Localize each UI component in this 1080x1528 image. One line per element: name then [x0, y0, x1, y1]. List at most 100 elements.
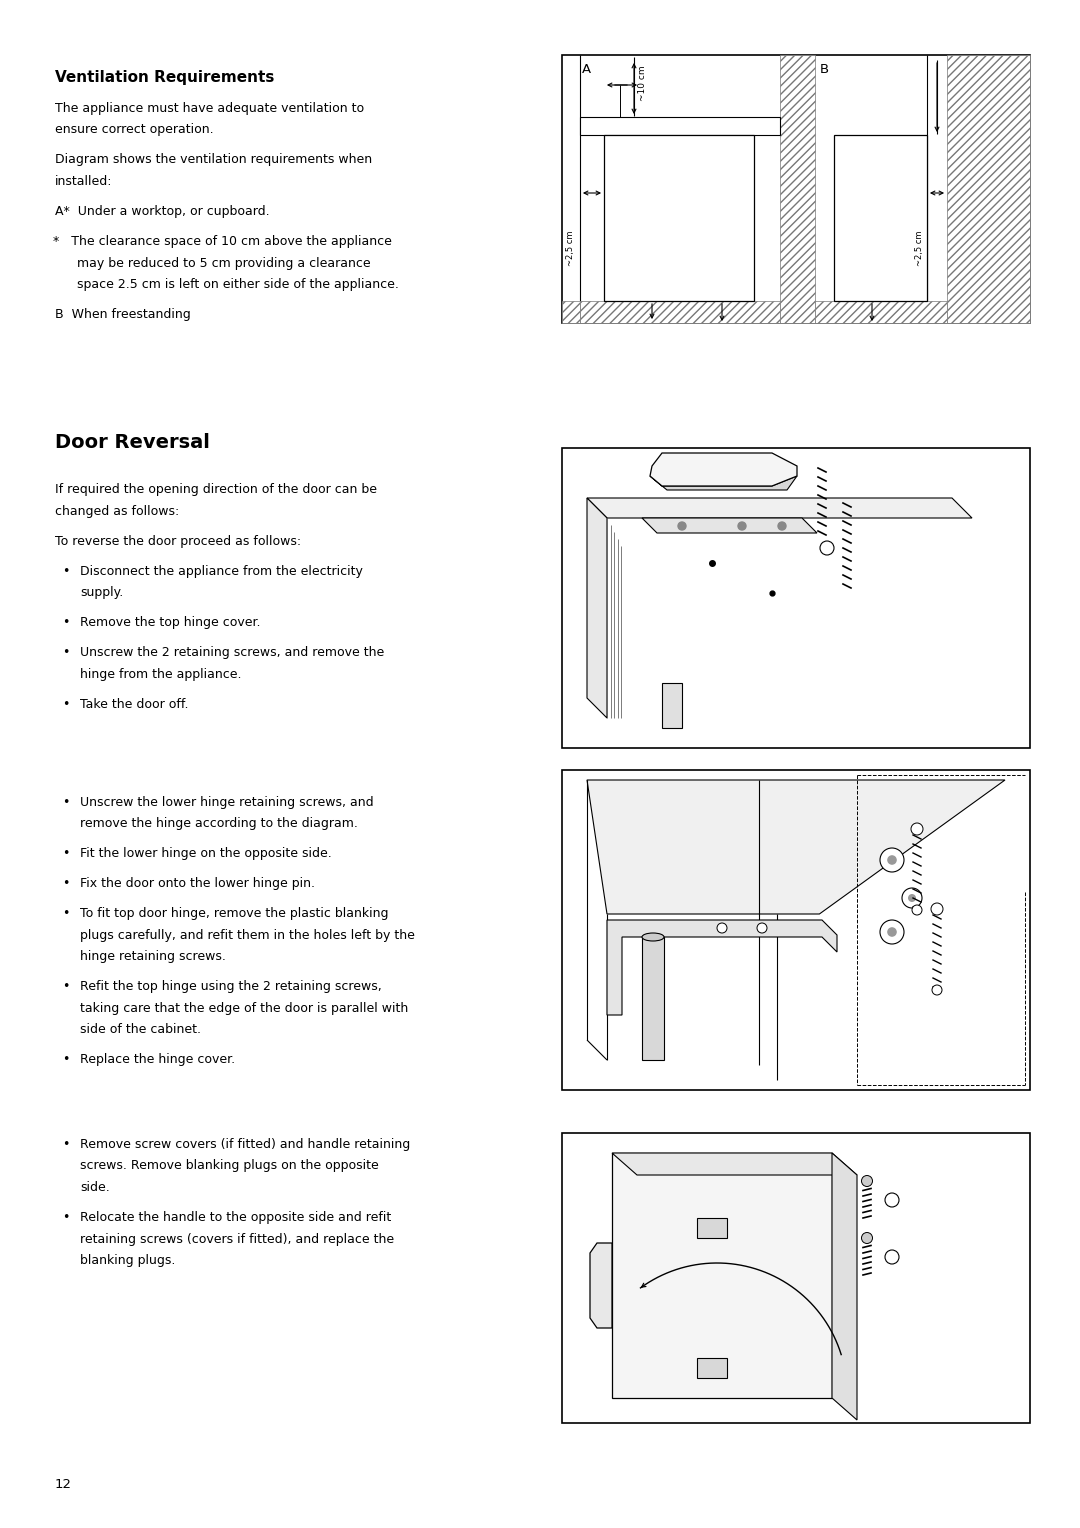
Text: may be reduced to 5 cm providing a clearance: may be reduced to 5 cm providing a clear…	[77, 257, 370, 269]
Text: changed as follows:: changed as follows:	[55, 504, 179, 518]
Bar	[947, 55, 1030, 322]
Polygon shape	[650, 477, 797, 490]
Circle shape	[908, 894, 916, 902]
Circle shape	[880, 848, 904, 872]
Polygon shape	[590, 1242, 612, 1328]
Text: space 2.5 cm is left on either side of the appliance.: space 2.5 cm is left on either side of t…	[77, 278, 399, 290]
Text: Ventilation Requirements: Ventilation Requirements	[55, 70, 274, 86]
Bar	[612, 1154, 832, 1398]
Text: Unscrew the 2 retaining screws, and remove the: Unscrew the 2 retaining screws, and remo…	[80, 646, 384, 659]
Bar	[662, 683, 681, 727]
Bar	[562, 301, 580, 322]
Text: To fit top door hinge, remove the plastic blanking: To fit top door hinge, remove the plasti…	[80, 908, 389, 920]
Text: •: •	[62, 981, 69, 993]
Text: Replace the hinge cover.: Replace the hinge cover.	[80, 1053, 235, 1067]
Circle shape	[912, 824, 923, 834]
Bar	[562, 1132, 1030, 1423]
Text: Door Reversal: Door Reversal	[55, 432, 210, 452]
Text: 12: 12	[55, 1478, 72, 1491]
Text: retaining screws (covers if fitted), and replace the: retaining screws (covers if fitted), and…	[80, 1233, 394, 1245]
Text: Fit the lower hinge on the opposite side.: Fit the lower hinge on the opposite side…	[80, 848, 332, 860]
Text: Fix the door onto the lower hinge pin.: Fix the door onto the lower hinge pin.	[80, 877, 315, 891]
Text: Remove screw covers (if fitted) and handle retaining: Remove screw covers (if fitted) and hand…	[80, 1138, 410, 1151]
Polygon shape	[607, 920, 837, 1015]
Polygon shape	[642, 518, 816, 533]
Circle shape	[738, 523, 746, 530]
Polygon shape	[588, 498, 607, 718]
Text: Take the door off.: Take the door off.	[80, 697, 189, 711]
Circle shape	[885, 1250, 899, 1264]
Text: •: •	[62, 796, 69, 808]
Circle shape	[862, 1175, 873, 1187]
Polygon shape	[832, 1154, 858, 1420]
Text: •: •	[62, 848, 69, 860]
Text: •: •	[62, 1212, 69, 1224]
Text: If required the opening direction of the door can be: If required the opening direction of the…	[55, 483, 377, 497]
Text: plugs carefully, and refit them in the holes left by the: plugs carefully, and refit them in the h…	[80, 929, 415, 941]
Text: •: •	[62, 1138, 69, 1151]
Text: Disconnect the appliance from the electricity: Disconnect the appliance from the electr…	[80, 564, 363, 578]
Text: •: •	[62, 564, 69, 578]
Circle shape	[778, 523, 786, 530]
Text: To reverse the door proceed as follows:: To reverse the door proceed as follows:	[55, 535, 301, 547]
Text: hinge retaining screws.: hinge retaining screws.	[80, 950, 226, 964]
Circle shape	[932, 986, 942, 995]
Text: Unscrew the lower hinge retaining screws, and: Unscrew the lower hinge retaining screws…	[80, 796, 374, 808]
Text: Relocate the handle to the opposite side and refit: Relocate the handle to the opposite side…	[80, 1212, 391, 1224]
Text: supply.: supply.	[80, 587, 123, 599]
Polygon shape	[697, 1218, 727, 1238]
Text: installed:: installed:	[55, 176, 112, 188]
Circle shape	[885, 1193, 899, 1207]
Text: •: •	[62, 616, 69, 630]
Text: side of the cabinet.: side of the cabinet.	[80, 1024, 201, 1036]
Text: •: •	[62, 877, 69, 891]
Bar	[562, 448, 1030, 749]
Text: hinge from the appliance.: hinge from the appliance.	[80, 668, 242, 680]
Text: ~10 cm: ~10 cm	[638, 66, 647, 101]
Text: *   The clearance space of 10 cm above the appliance: * The clearance space of 10 cm above the…	[53, 235, 392, 248]
Text: •: •	[62, 697, 69, 711]
Circle shape	[717, 923, 727, 934]
Text: ~2,5 cm: ~2,5 cm	[916, 231, 924, 266]
Polygon shape	[588, 779, 1005, 914]
Circle shape	[887, 927, 896, 937]
Circle shape	[820, 541, 834, 555]
Text: Remove the top hinge cover.: Remove the top hinge cover.	[80, 616, 260, 630]
Polygon shape	[612, 1154, 858, 1175]
Circle shape	[880, 920, 904, 944]
Bar	[580, 301, 780, 322]
Text: blanking plugs.: blanking plugs.	[80, 1254, 175, 1267]
Bar	[604, 134, 754, 301]
Bar	[642, 937, 664, 1060]
Bar	[562, 55, 1030, 322]
Circle shape	[678, 523, 686, 530]
Bar	[815, 301, 947, 322]
Polygon shape	[697, 1358, 727, 1378]
Bar	[780, 55, 815, 322]
Text: remove the hinge according to the diagram.: remove the hinge according to the diagra…	[80, 817, 357, 831]
Text: side.: side.	[80, 1181, 110, 1193]
Text: The appliance must have adequate ventilation to: The appliance must have adequate ventila…	[55, 102, 364, 115]
Text: taking care that the edge of the door is parallel with: taking care that the edge of the door is…	[80, 1002, 408, 1015]
Text: A*  Under a worktop, or cupboard.: A* Under a worktop, or cupboard.	[55, 205, 270, 219]
Polygon shape	[588, 498, 972, 518]
Text: Diagram shows the ventilation requirements when: Diagram shows the ventilation requiremen…	[55, 153, 373, 167]
Circle shape	[757, 923, 767, 934]
Ellipse shape	[642, 934, 664, 941]
Bar	[834, 134, 927, 301]
Bar	[562, 770, 1030, 1089]
Text: ~2,5 cm: ~2,5 cm	[566, 231, 575, 266]
Circle shape	[902, 888, 922, 908]
Circle shape	[931, 903, 943, 915]
Bar	[580, 118, 780, 134]
Text: B: B	[820, 63, 829, 76]
Text: Refit the top hinge using the 2 retaining screws,: Refit the top hinge using the 2 retainin…	[80, 981, 381, 993]
Text: •: •	[62, 646, 69, 659]
Circle shape	[862, 1233, 873, 1244]
Polygon shape	[650, 452, 797, 486]
Text: B  When freestanding: B When freestanding	[55, 309, 191, 321]
Text: A: A	[582, 63, 591, 76]
Text: screws. Remove blanking plugs on the opposite: screws. Remove blanking plugs on the opp…	[80, 1160, 379, 1172]
Text: ensure correct operation.: ensure correct operation.	[55, 124, 214, 136]
Circle shape	[887, 856, 896, 865]
